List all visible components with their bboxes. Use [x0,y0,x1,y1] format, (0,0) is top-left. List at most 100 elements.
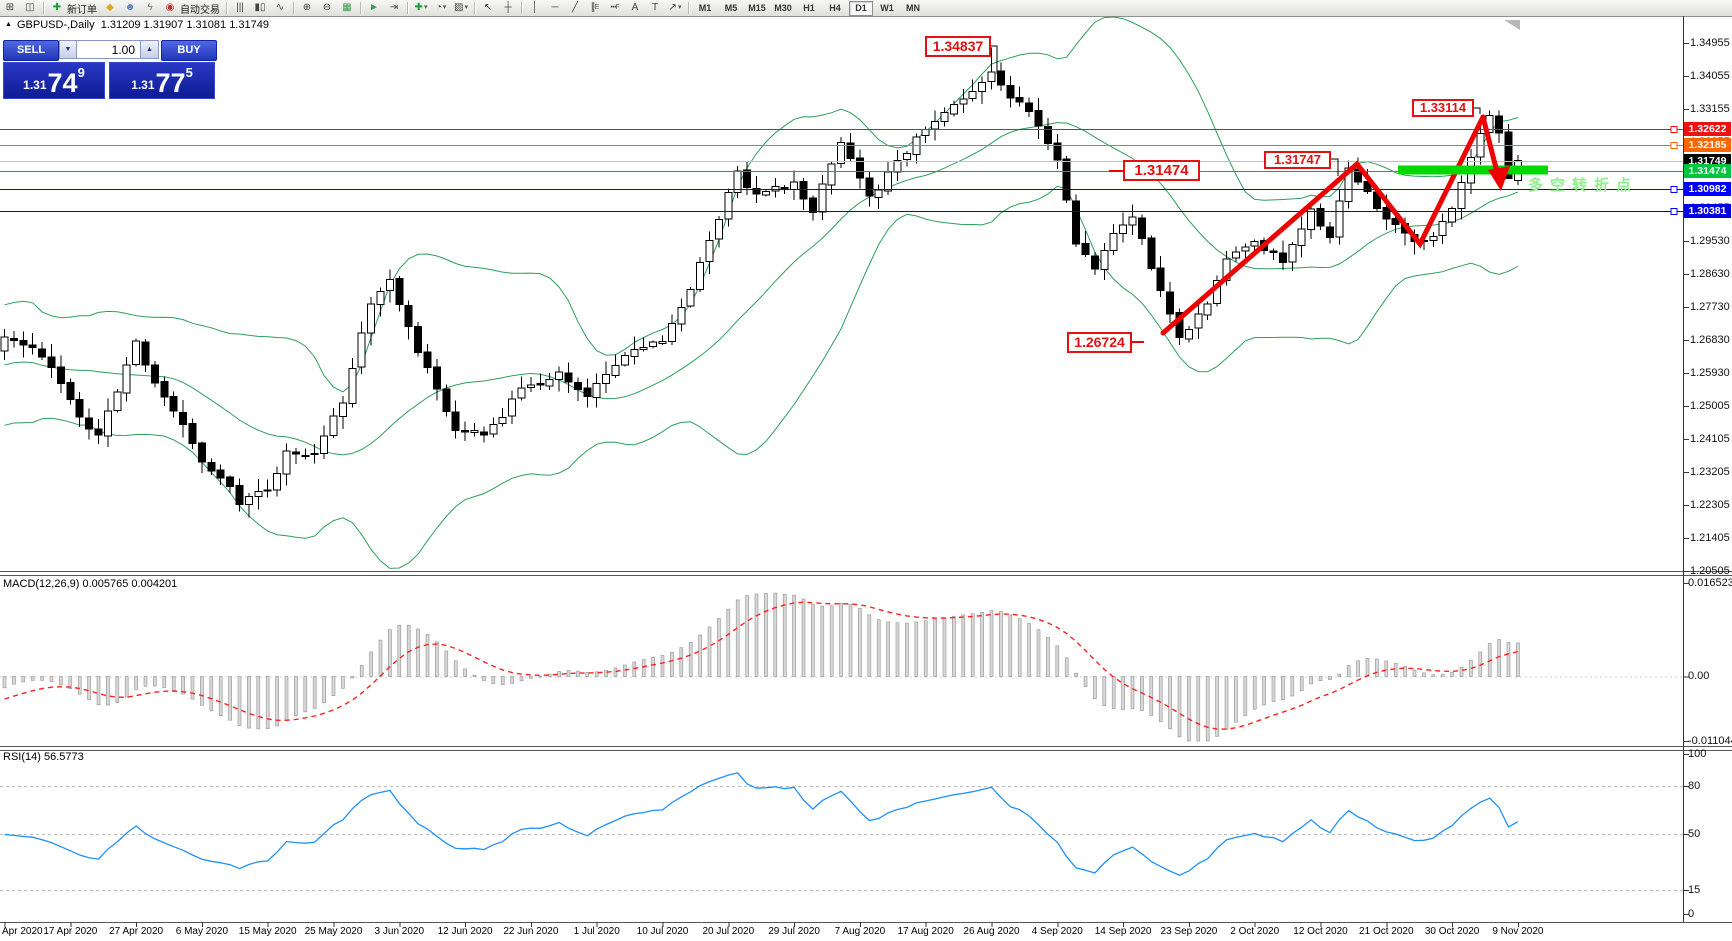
trend-arrow-line[interactable] [1480,114,1500,175]
vline-icon[interactable]: │ [531,2,539,13]
annotations [991,45,1548,343]
sell-button[interactable]: SELL [3,40,59,61]
bars-chart-icon[interactable]: ||| [236,2,244,13]
price-axis-tick: 1.22305 [1690,499,1730,511]
buy-price-big: 77 [155,68,186,98]
timeframe-M15[interactable]: M15 [748,2,766,13]
chart-shift-marker [1504,20,1520,30]
date-axis-tick: 9 Nov 2020 [1492,926,1544,937]
zoom-out-icon[interactable]: ⊖ [322,2,332,13]
price-axis-tick: 1.20505 [1690,565,1730,577]
rsi-axis-tick: 50 [1688,828,1701,840]
timeframe-M1[interactable]: M1 [698,2,712,13]
profiles-icon[interactable]: ◫ [25,2,35,13]
arrows-icon[interactable]: ↗ ▾ [668,2,682,13]
trend-zigzag-line[interactable] [1160,114,1486,336]
date-axis-tick: 14 Sep 2020 [1094,926,1152,937]
line-chart-icon[interactable]: ∿ [275,2,285,13]
trendline-icon[interactable]: ╱ [571,2,579,13]
callout-connector [1474,107,1481,114]
timeframe-H1[interactable]: H1 [803,2,815,13]
date-axis-tick: 3 Jun 2020 [374,926,425,937]
date-axis-tick: 30 Oct 2020 [1424,926,1480,937]
periods-icon[interactable]: ◔ ▾ [435,2,447,13]
volume-decrease-button[interactable]: ▼ [59,40,77,59]
collapse-panel-icon[interactable]: ▲ [5,21,12,28]
chart-shift-icon[interactable]: ⇥ [389,2,399,13]
volume-increase-button[interactable]: ▲ [141,40,159,59]
market-icon[interactable]: ☻ [124,2,136,13]
volume-input[interactable] [77,40,141,59]
timeframe-MN[interactable]: MN [906,2,920,13]
date-axis-tick: 27 Apr 2020 [109,926,164,937]
hline-icon[interactable]: ─ [551,2,559,13]
buy-button[interactable]: BUY [161,40,217,61]
turning-point-bar[interactable] [1398,165,1548,175]
price-callout-1.26724[interactable]: 1.26724 [1067,332,1132,353]
toolbar: ⊞ ◫ ✚ 新订单 ◆ ☻ ϟ ◉ 自动交易 ||| ▮▯ ∿ ⊕ ⊖ ▦ ► ⇥ ✚ ▾ ◔ ▾ ▨ ▾ ↖ ┼ │ ─ ╱ ∥ E ┅ F… [0,0,1732,17]
new-chart-icon[interactable]: ⊞ [5,2,15,13]
bollinger-upper [4,16,1519,393]
price-axis-tick: 1.33155 [1690,103,1730,115]
new-order-icon[interactable]: ✚ [52,2,62,13]
buy-price[interactable]: 1.31 77 5 [109,62,215,99]
candles-chart-icon[interactable]: ▮▯ [254,2,266,13]
price-axis-tick: 1.26830 [1690,334,1730,346]
auto-scroll-icon[interactable]: ► [369,2,379,13]
price-badge-1.32622: 1.32622 [1684,122,1731,136]
price-callout-1.33114[interactable]: 1.33114 [1412,99,1474,117]
templates-icon[interactable]: ▨ ▾ [454,2,468,13]
rsi-axis-tick: 0 [1688,908,1695,920]
callout-connector [1331,158,1339,176]
cursor-icon[interactable]: ↖ [483,2,493,13]
text-icon[interactable]: A [631,2,639,13]
price-badge-1.32185: 1.32185 [1684,138,1731,152]
indicators-icon[interactable]: ✚ ▾ [414,2,428,13]
date-axis-tick: 17 Apr 2020 [43,926,98,937]
date-axis-tick: 10 Jul 2020 [636,926,689,937]
date-axis-tick: 12 Jun 2020 [437,926,493,937]
turning-point-label[interactable]: 多空转折点 [1528,177,1639,194]
sell-price-prefix: 1.31 [23,78,47,92]
metaeditor-icon[interactable]: ◆ [106,2,114,13]
bollinger-lower [4,185,1519,569]
autotrading-icon[interactable]: ◉ [165,2,175,13]
rsi-axis-tick: 80 [1688,780,1701,792]
rsi-axis-tick: 100 [1688,748,1707,760]
price-callout-1.34837[interactable]: 1.34837 [925,36,991,57]
tile-windows-icon[interactable]: ▦ [342,2,352,13]
one-click-trading-panel: SELL ▼ ▲ BUY 1.31 74 9 1.31 77 5 [3,40,217,100]
crosshair-icon[interactable]: ┼ [504,2,512,13]
date-axis-tick: 12 Oct 2020 [1293,926,1348,937]
price-axis-tick: 1.23205 [1690,466,1730,478]
price-axis-tick: 1.34055 [1690,70,1730,82]
autotrading-icon-label: 自动交易 [180,4,220,16]
macd-label: MACD(12,26,9) 0.005765 0.004201 [3,578,178,590]
price-axis-tick: 1.24105 [1690,433,1730,445]
macd-indicator [2,592,1520,742]
sell-price[interactable]: 1.31 74 9 [3,62,105,99]
date-axis-tick: 26 Aug 2020 [963,926,1020,937]
date-axis-tick: 15 May 2020 [238,926,297,937]
trend-arrow-head[interactable] [1488,166,1510,191]
macd-axis-tick: 0.016523 [1688,577,1732,589]
price-callout-1.31747[interactable]: 1.31747 [1264,151,1331,169]
date-axis-tick: 23 Sep 2020 [1160,926,1218,937]
fibo-icon[interactable]: ┅ F [610,2,620,13]
timeframe-M30[interactable]: M30 [774,2,792,13]
timeframe-W1[interactable]: W1 [880,2,894,13]
label-icon[interactable]: T [651,2,659,13]
date-axis-tick: 21 Oct 2020 [1359,926,1414,937]
sell-price-sup: 9 [77,65,85,80]
price-axis-tick: 1.25930 [1690,367,1730,379]
timeframe-D1[interactable]: D1 [849,0,873,16]
price-callout-1.31474[interactable]: 1.31474 [1123,160,1200,181]
zoom-in-icon[interactable]: ⊕ [302,2,312,13]
channel-icon[interactable]: ∥ E [590,2,600,13]
timeframe-M5[interactable]: M5 [724,2,738,13]
timeframe-H4[interactable]: H4 [829,2,841,13]
signals-icon[interactable]: ϟ [147,2,153,13]
price-badge-1.30381: 1.30381 [1684,204,1731,218]
callout-connector [991,45,998,74]
